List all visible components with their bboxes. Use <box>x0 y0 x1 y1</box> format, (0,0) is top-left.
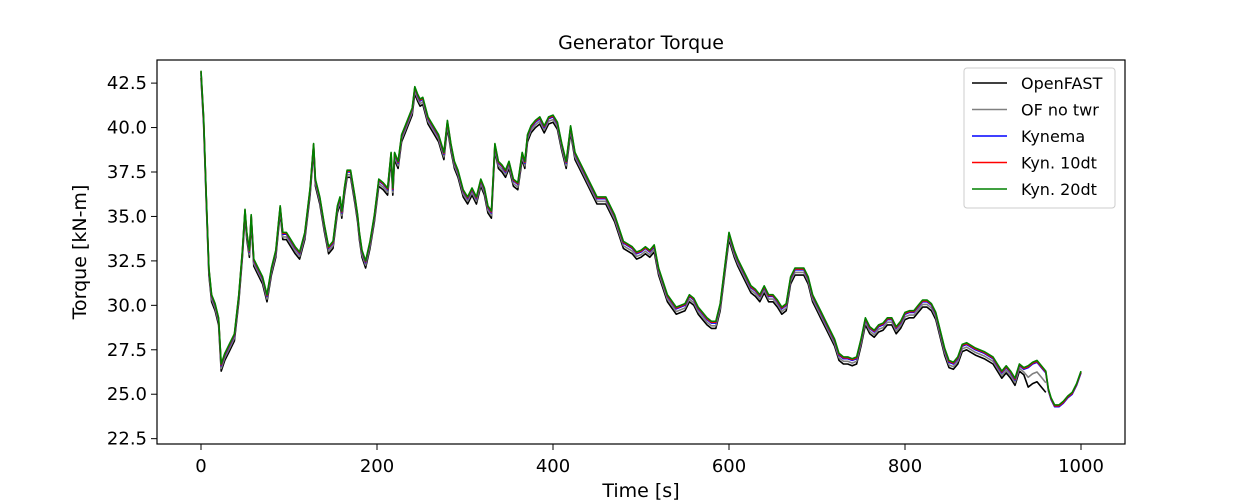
x-axis-label: Time [s] <box>601 480 679 500</box>
x-tick-label: 1000 <box>1058 456 1104 477</box>
y-tick-label: 42.5 <box>107 73 147 94</box>
chart-title: Generator Torque <box>558 32 724 54</box>
x-tick-label: 200 <box>360 456 394 477</box>
y-tick-label: 35.0 <box>107 206 147 227</box>
y-tick-label: 25.0 <box>107 384 147 405</box>
series-layer <box>200 70 1082 408</box>
x-axis: 0 200 400 600 800 1000 <box>195 444 1104 477</box>
x-tick-label: 600 <box>712 456 746 477</box>
legend-label: Kyn. 10dt <box>1021 154 1097 173</box>
x-tick-label: 800 <box>888 456 922 477</box>
x-tick-label: 400 <box>536 456 570 477</box>
y-tick-label: 37.5 <box>107 162 147 183</box>
y-tick-label: 32.5 <box>107 251 147 272</box>
legend-label: Kynema <box>1021 127 1085 146</box>
legend-label: OF no twr <box>1021 101 1099 120</box>
legend-label: OpenFAST <box>1021 74 1103 93</box>
plot-frame <box>156 59 1126 445</box>
legend-box <box>963 67 1116 209</box>
series-line-4 <box>200 70 1082 406</box>
y-tick-label: 30.0 <box>107 295 147 316</box>
legend: OpenFAST OF no twr Kynema Kyn. 10dt Kyn. 20d… <box>963 67 1116 209</box>
y-tick-label: 40.0 <box>107 118 147 139</box>
x-tick-label: 0 <box>195 456 206 477</box>
y-tick-label: 22.5 <box>107 429 147 450</box>
y-tick-label: 27.5 <box>107 340 147 361</box>
legend-label: Kyn. 20dt <box>1021 180 1097 199</box>
y-axis-label: Torque [kN-m] <box>69 185 91 321</box>
y-axis: 22.5 25.0 27.5 30.0 32.5 35.0 37.5 40.0 42.5 <box>107 73 157 450</box>
